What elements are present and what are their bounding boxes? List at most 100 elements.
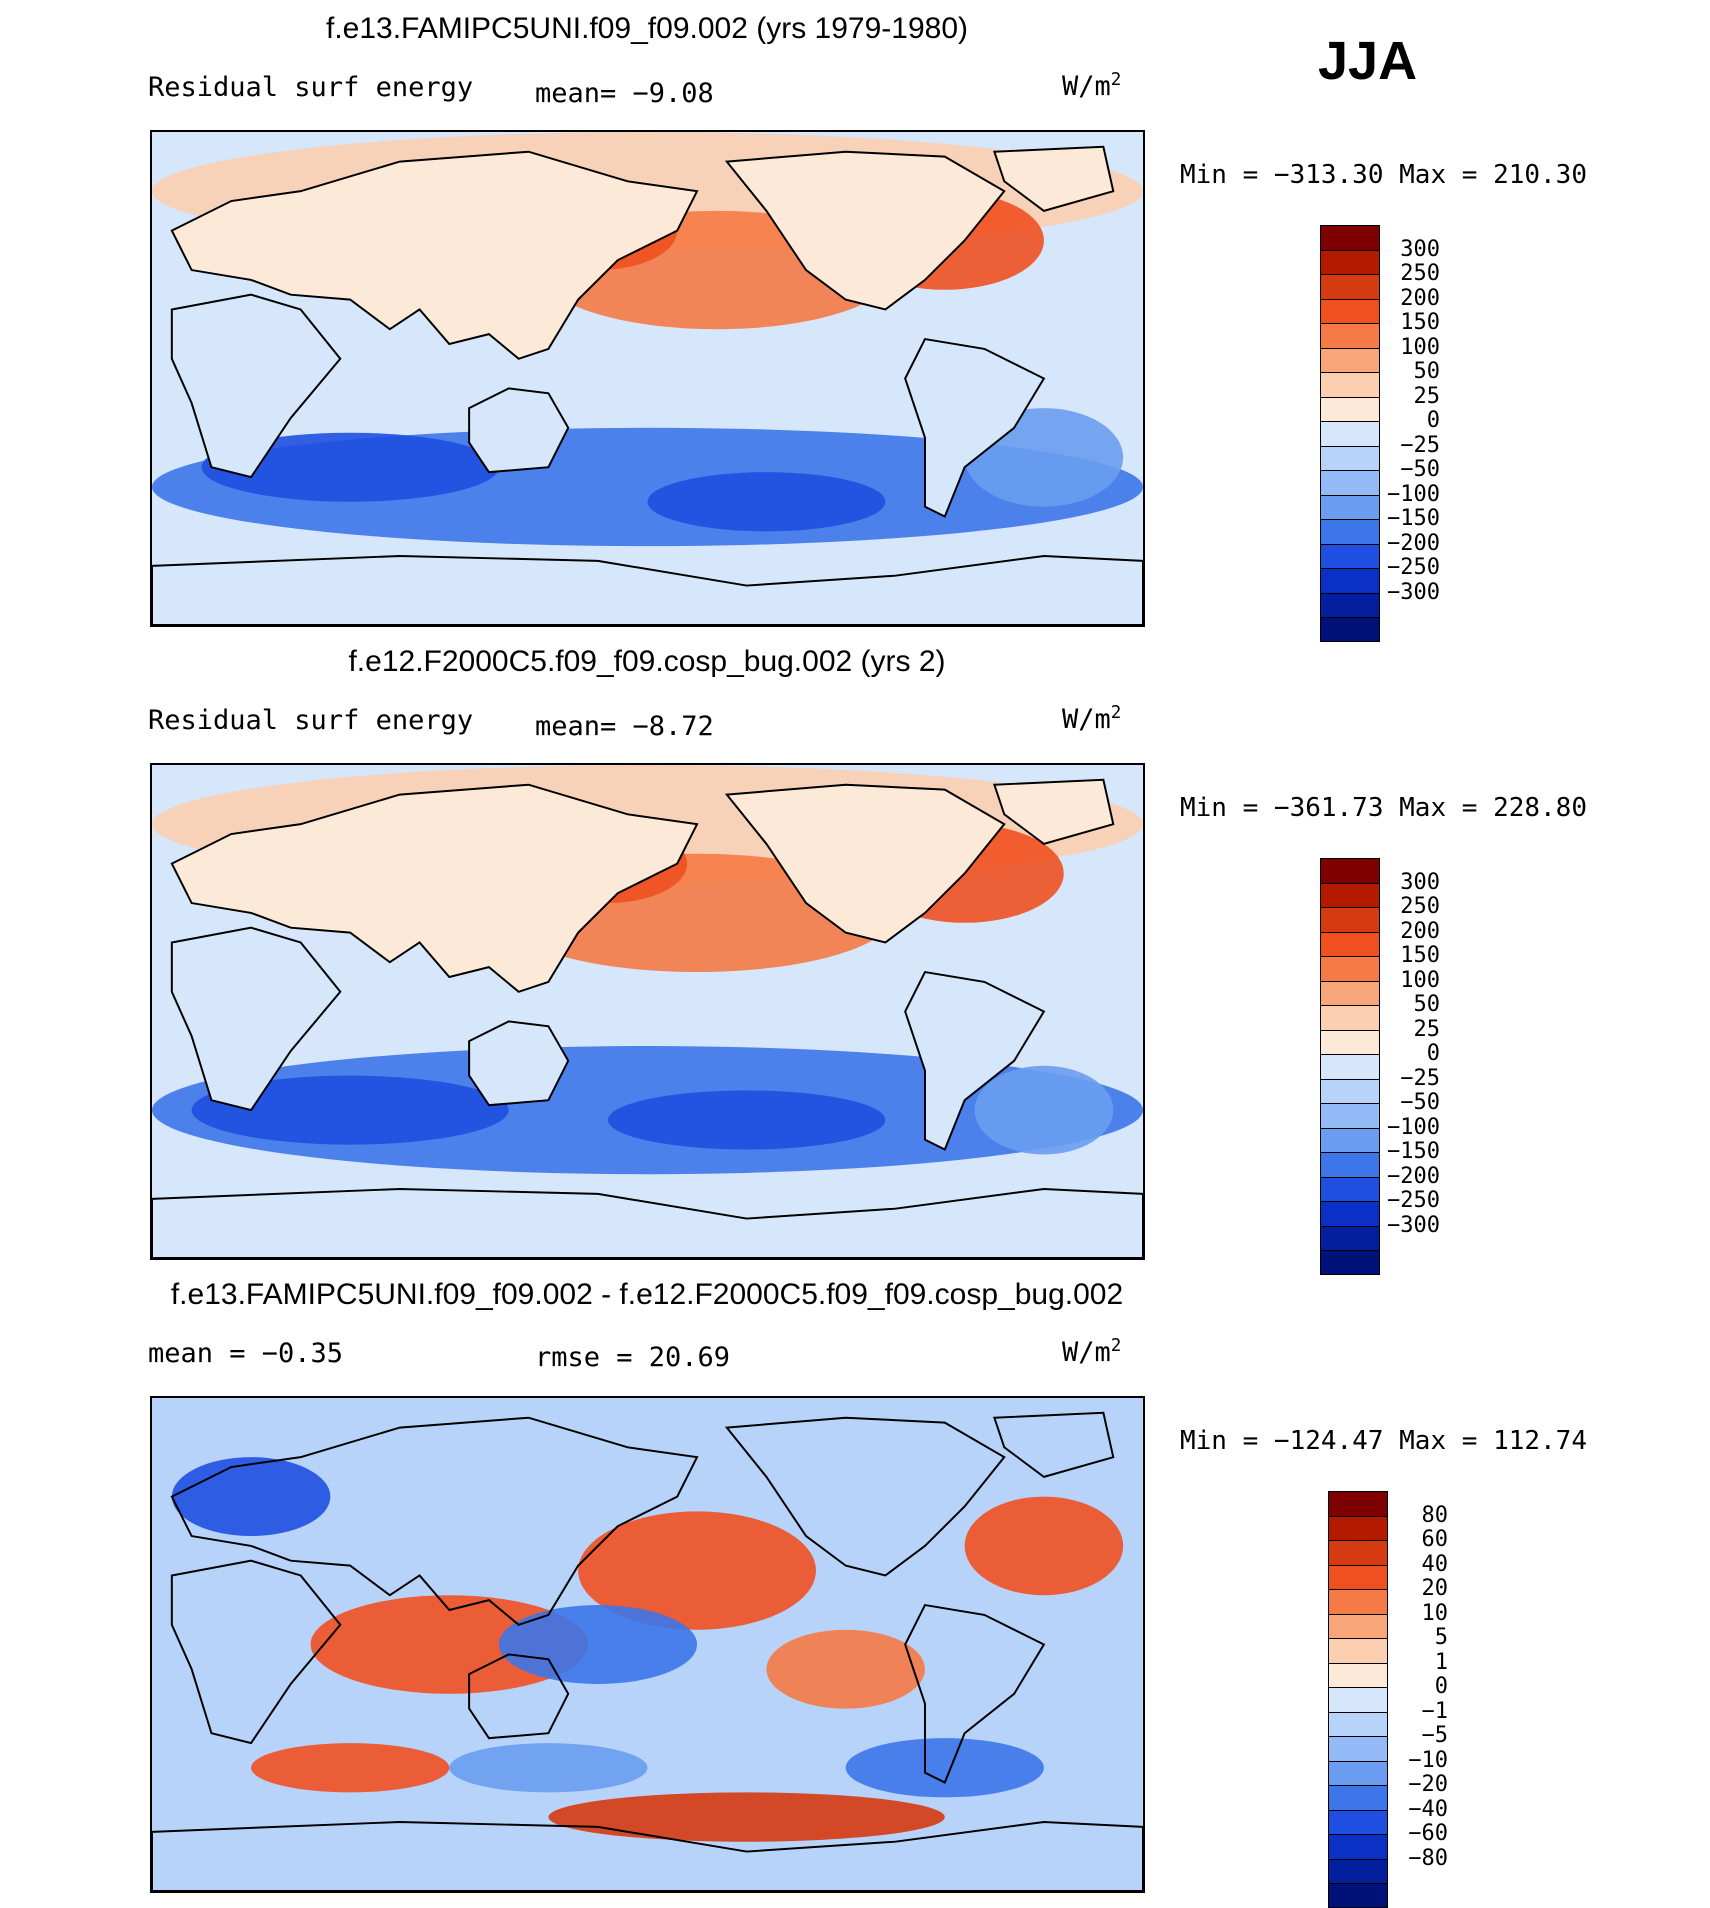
colorbar-segment: [1320, 298, 1380, 323]
field-region-7: [647, 472, 886, 532]
colorbar-tick-label: −50: [1400, 1090, 1440, 1115]
colorbar-tick-label: −150: [1387, 506, 1440, 531]
colorbar-segment: [1320, 396, 1380, 421]
min-max-label: Min = −124.47 Max = 112.74: [1180, 1426, 1587, 1456]
colorbar-tick-label: −150: [1387, 1139, 1440, 1164]
field-region-6: [191, 1075, 509, 1145]
colorbar-segment: [1328, 1515, 1388, 1540]
coastline-north-america: [724, 150, 1006, 311]
field-region-1: [578, 1511, 816, 1630]
coastline-antarctica: [152, 554, 1143, 625]
colorbar-segment: [1320, 882, 1380, 907]
units-label: W/m2: [1062, 70, 1121, 102]
field-region-7: [171, 1457, 331, 1537]
colorbar-tick-label: −300: [1387, 579, 1440, 605]
colorbar-tick-label: 1: [1434, 1649, 1448, 1675]
coastline-antarctica: [152, 1187, 1143, 1258]
colorbar-tick-label: −1: [1421, 1698, 1449, 1724]
colorbar-tick-label: 10: [1421, 1600, 1449, 1626]
map-svg: [152, 132, 1143, 625]
colorbar-segment: [1328, 1858, 1388, 1883]
colorbar-segment: [1320, 931, 1380, 956]
colorbar-tick-label: −60: [1408, 1821, 1448, 1846]
panel-1: f.e13.FAMIPC5UNI.f09_f09.002 (yrs 1979-1…: [0, 0, 1710, 642]
map-svg: [152, 765, 1143, 1258]
coastline-south-america: [904, 1603, 1046, 1784]
colorbar-tick-label: −100: [1387, 481, 1440, 507]
field-region-9: [845, 1738, 1044, 1798]
colorbar-segment: [1328, 1883, 1388, 1908]
colorbar-segment: [1320, 1103, 1380, 1128]
field-region-4: [766, 1629, 925, 1709]
units-base: W/m: [1062, 71, 1111, 102]
colorbar-segment: [1320, 249, 1380, 274]
colorbar-segment: [1328, 1785, 1388, 1810]
colorbar-segment: [1320, 494, 1380, 519]
colorbar-segment: [1320, 225, 1380, 250]
colorbar-tick-label: 250: [1400, 261, 1440, 286]
colorbar-segment: [1328, 1564, 1388, 1589]
colorbar: [1320, 858, 1380, 1275]
colorbar-tick-label: 40: [1421, 1551, 1449, 1577]
coastline-africa: [170, 1559, 342, 1745]
colorbar-segment: [1320, 617, 1380, 642]
colorbar-tick-label: 25: [1413, 1016, 1441, 1042]
colorbar-tick-label: −25: [1400, 1065, 1440, 1091]
panel-2: f.e12.F2000C5.f09_f09.cosp_bug.002 (yrs …: [0, 633, 1710, 1275]
colorbar-tick-label: 25: [1413, 383, 1441, 409]
colorbar-segment: [1320, 274, 1380, 299]
colorbar-segment: [1320, 470, 1380, 495]
colorbar-tick-label: −5: [1421, 1723, 1449, 1748]
mean-label: mean= −9.08: [535, 78, 714, 109]
colorbar-segment: [1320, 980, 1380, 1005]
colorbar: [1320, 225, 1380, 642]
map-plot: [150, 1396, 1145, 1893]
colorbar-segment: [1328, 1809, 1388, 1834]
map-plot: [150, 763, 1145, 1260]
map-svg: [152, 1398, 1143, 1891]
coastline-south-america: [904, 337, 1046, 518]
map-plot: [150, 130, 1145, 627]
colorbar-segment: [1328, 1589, 1388, 1614]
colorbar-segment: [1320, 1029, 1380, 1054]
colorbar-tick-label: 100: [1400, 967, 1440, 993]
units-base: W/m: [1062, 1337, 1111, 1368]
coastline-antarctica: [152, 1820, 1143, 1891]
colorbar-segment: [1328, 1760, 1388, 1785]
colorbar-segment: [1328, 1540, 1388, 1565]
min-max-label: Min = −313.30 Max = 210.30: [1180, 160, 1587, 190]
colorbar-tick-label: 200: [1400, 285, 1440, 311]
colorbar-tick-label: −250: [1387, 555, 1440, 580]
colorbar-tick-label: −300: [1387, 1212, 1440, 1238]
coastline-eurasia: [170, 783, 699, 993]
colorbar-segment: [1320, 907, 1380, 932]
coastline-north-america: [724, 783, 1006, 944]
colorbar-segment: [1328, 1711, 1388, 1736]
colorbar-tick-label: 150: [1400, 943, 1440, 968]
colorbar-segment: [1328, 1613, 1388, 1638]
colorbar-segment: [1328, 1834, 1388, 1859]
panel-title: f.e12.F2000C5.f09_f09.cosp_bug.002 (yrs …: [348, 645, 946, 678]
coastline-africa: [170, 926, 342, 1112]
colorbar-tick-label: −200: [1387, 1163, 1440, 1189]
colorbar-segment: [1320, 1005, 1380, 1030]
coastline-africa: [170, 293, 342, 479]
coastline-australia: [468, 387, 570, 474]
colorbar-segment: [1328, 1491, 1388, 1516]
colorbar-tick-label: −100: [1387, 1114, 1440, 1140]
field-region-2: [310, 1595, 589, 1694]
panel-3: f.e13.FAMIPC5UNI.f09_f09.002 - f.e12.F20…: [0, 1266, 1710, 1908]
colorbar-tick-label: 300: [1400, 869, 1440, 895]
colorbar-segment: [1320, 1250, 1380, 1275]
colorbar-segment: [1320, 1201, 1380, 1226]
field-region-7: [607, 1090, 886, 1150]
colorbar-tick-label: 80: [1421, 1502, 1449, 1528]
units-base: W/m: [1062, 704, 1111, 735]
field-region-8: [498, 1605, 698, 1684]
colorbar-segment: [1320, 421, 1380, 446]
units-label: W/m2: [1062, 703, 1121, 735]
colorbar-segment: [1320, 519, 1380, 544]
coastline-australia: [468, 1653, 570, 1740]
colorbar-segment: [1320, 347, 1380, 372]
mean-label: mean= −8.72: [535, 711, 714, 742]
